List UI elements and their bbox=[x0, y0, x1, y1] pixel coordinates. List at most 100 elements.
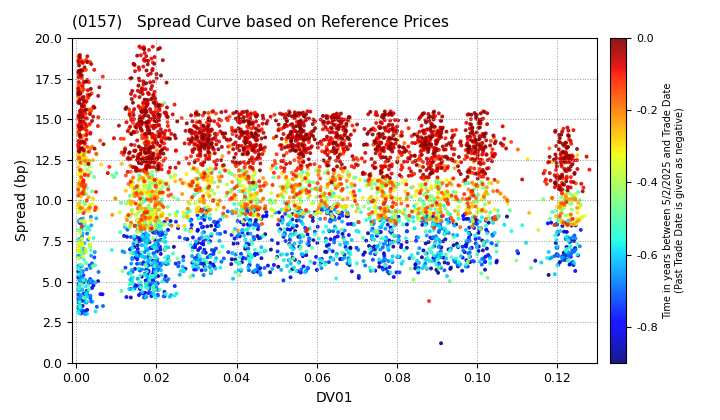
Point bbox=[562, 234, 573, 240]
Point bbox=[550, 213, 562, 220]
X-axis label: DV01: DV01 bbox=[316, 391, 354, 405]
Point bbox=[139, 140, 150, 147]
Point bbox=[149, 245, 161, 252]
Point bbox=[485, 142, 496, 149]
Point bbox=[73, 81, 84, 88]
Point bbox=[270, 160, 282, 167]
Point bbox=[388, 274, 400, 281]
Point bbox=[295, 198, 307, 205]
Point bbox=[135, 151, 146, 158]
Point bbox=[78, 100, 89, 106]
Point bbox=[222, 168, 234, 174]
Point bbox=[136, 132, 148, 139]
Point bbox=[426, 215, 438, 222]
Point bbox=[488, 216, 500, 223]
Point bbox=[369, 181, 381, 187]
Point bbox=[252, 226, 264, 233]
Point bbox=[387, 231, 399, 238]
Point bbox=[329, 193, 341, 200]
Point bbox=[440, 236, 451, 243]
Point bbox=[78, 94, 89, 100]
Point bbox=[431, 137, 442, 144]
Point bbox=[556, 161, 567, 168]
Point bbox=[78, 222, 89, 228]
Point bbox=[482, 157, 493, 163]
Point bbox=[186, 195, 197, 202]
Point bbox=[267, 162, 279, 169]
Point bbox=[461, 237, 472, 244]
Point bbox=[431, 236, 442, 243]
Point bbox=[313, 205, 325, 212]
Point bbox=[252, 154, 264, 160]
Point bbox=[379, 112, 390, 118]
Point bbox=[384, 239, 395, 245]
Point bbox=[76, 235, 88, 242]
Point bbox=[149, 133, 161, 139]
Point bbox=[74, 205, 86, 211]
Point bbox=[92, 92, 104, 99]
Point bbox=[435, 117, 446, 124]
Point bbox=[286, 169, 297, 176]
Point bbox=[131, 190, 143, 197]
Point bbox=[379, 235, 391, 242]
Point bbox=[234, 172, 246, 179]
Point bbox=[546, 209, 558, 215]
Point bbox=[486, 150, 498, 156]
Point bbox=[141, 270, 153, 276]
Point bbox=[425, 234, 436, 241]
Point bbox=[303, 208, 315, 215]
Point bbox=[90, 189, 102, 195]
Point bbox=[146, 173, 158, 179]
Point bbox=[377, 215, 389, 222]
Point bbox=[156, 228, 167, 235]
Point bbox=[210, 133, 221, 140]
Point bbox=[144, 216, 156, 223]
Point bbox=[248, 222, 260, 228]
Point bbox=[73, 299, 84, 306]
Point bbox=[451, 196, 463, 203]
Point bbox=[343, 249, 355, 256]
Point bbox=[158, 131, 170, 137]
Point bbox=[238, 118, 249, 125]
Point bbox=[253, 223, 264, 230]
Point bbox=[251, 137, 262, 144]
Point bbox=[243, 199, 254, 206]
Point bbox=[559, 165, 570, 172]
Point bbox=[431, 218, 442, 225]
Point bbox=[349, 182, 361, 189]
Point bbox=[140, 237, 152, 244]
Point bbox=[446, 254, 457, 260]
Point bbox=[130, 189, 142, 196]
Point bbox=[73, 227, 84, 234]
Point bbox=[235, 116, 246, 123]
Point bbox=[367, 162, 379, 169]
Point bbox=[147, 284, 158, 291]
Point bbox=[384, 135, 395, 142]
Point bbox=[285, 142, 297, 148]
Point bbox=[76, 72, 88, 79]
Point bbox=[229, 235, 240, 242]
Y-axis label: Time in years between 5/2/2025 and Trade Date
(Past Trade Date is given as negat: Time in years between 5/2/2025 and Trade… bbox=[663, 82, 685, 319]
Point bbox=[472, 230, 484, 236]
Point bbox=[211, 221, 222, 228]
Point bbox=[415, 122, 427, 129]
Point bbox=[339, 130, 351, 136]
Point bbox=[145, 144, 157, 151]
Point bbox=[495, 190, 506, 197]
Point bbox=[384, 109, 396, 116]
Point bbox=[251, 136, 263, 143]
Point bbox=[146, 245, 158, 252]
Point bbox=[143, 90, 154, 97]
Point bbox=[195, 160, 207, 167]
Point bbox=[238, 118, 250, 124]
Point bbox=[143, 146, 154, 153]
Point bbox=[557, 141, 569, 147]
Point bbox=[120, 145, 131, 152]
Point bbox=[78, 103, 89, 110]
Point bbox=[472, 152, 484, 159]
Point bbox=[148, 179, 160, 186]
Point bbox=[381, 205, 392, 212]
Point bbox=[401, 239, 413, 245]
Point bbox=[199, 204, 211, 211]
Point bbox=[343, 136, 355, 143]
